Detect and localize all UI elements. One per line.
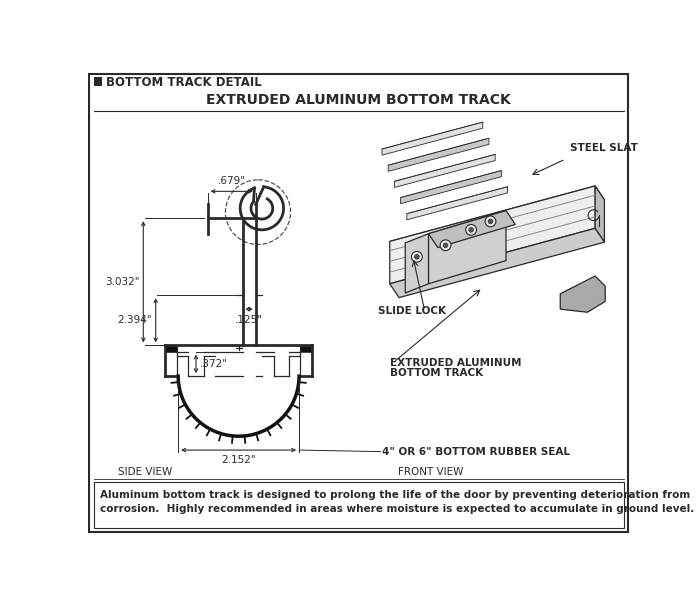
Polygon shape bbox=[595, 186, 604, 242]
Text: corrosion.  Highly recommended in areas where moisture is expected to accumulate: corrosion. Highly recommended in areas w… bbox=[100, 505, 694, 514]
Text: BOTTOM TRACK: BOTTOM TRACK bbox=[390, 368, 483, 377]
Polygon shape bbox=[428, 211, 506, 284]
Circle shape bbox=[412, 251, 422, 262]
Text: 3.032": 3.032" bbox=[105, 277, 139, 287]
Text: BOTTOM TRACK DETAIL: BOTTOM TRACK DETAIL bbox=[106, 76, 262, 89]
Text: EXTRUDED ALUMINUM BOTTOM TRACK: EXTRUDED ALUMINUM BOTTOM TRACK bbox=[206, 93, 511, 107]
Circle shape bbox=[469, 227, 473, 232]
Text: Aluminum bottom track is designed to prolong the life of the door by preventing : Aluminum bottom track is designed to pro… bbox=[100, 491, 690, 500]
Circle shape bbox=[440, 240, 451, 251]
Bar bbox=[94, 77, 102, 86]
Polygon shape bbox=[400, 170, 501, 203]
Polygon shape bbox=[407, 187, 508, 220]
Circle shape bbox=[485, 216, 496, 227]
Text: .679": .679" bbox=[218, 176, 246, 186]
Text: FRONT VIEW: FRONT VIEW bbox=[398, 467, 463, 478]
Polygon shape bbox=[382, 122, 483, 155]
Circle shape bbox=[414, 254, 419, 259]
Text: EXTRUDED ALUMINUM: EXTRUDED ALUMINUM bbox=[390, 358, 522, 368]
Text: .125": .125" bbox=[235, 314, 263, 325]
Polygon shape bbox=[390, 186, 604, 255]
Text: SLIDE LOCK: SLIDE LOCK bbox=[378, 306, 446, 316]
Text: .372": .372" bbox=[200, 359, 228, 369]
Polygon shape bbox=[390, 229, 604, 298]
Text: STEEL SLAT: STEEL SLAT bbox=[570, 143, 638, 153]
Bar bbox=[300, 346, 312, 352]
Polygon shape bbox=[390, 186, 595, 284]
Polygon shape bbox=[389, 138, 489, 172]
Circle shape bbox=[466, 224, 477, 235]
Bar bbox=[94, 482, 624, 528]
Polygon shape bbox=[405, 234, 428, 293]
Text: SIDE VIEW: SIDE VIEW bbox=[118, 467, 173, 478]
Text: 4" OR 6" BOTTOM RUBBER SEAL: 4" OR 6" BOTTOM RUBBER SEAL bbox=[382, 446, 570, 457]
Circle shape bbox=[488, 219, 493, 224]
Polygon shape bbox=[394, 154, 495, 187]
Polygon shape bbox=[560, 276, 606, 312]
Text: 2.152": 2.152" bbox=[221, 455, 256, 466]
Polygon shape bbox=[428, 211, 515, 248]
Bar bbox=[165, 346, 177, 352]
Text: 2.394": 2.394" bbox=[117, 316, 152, 325]
Circle shape bbox=[443, 243, 448, 248]
